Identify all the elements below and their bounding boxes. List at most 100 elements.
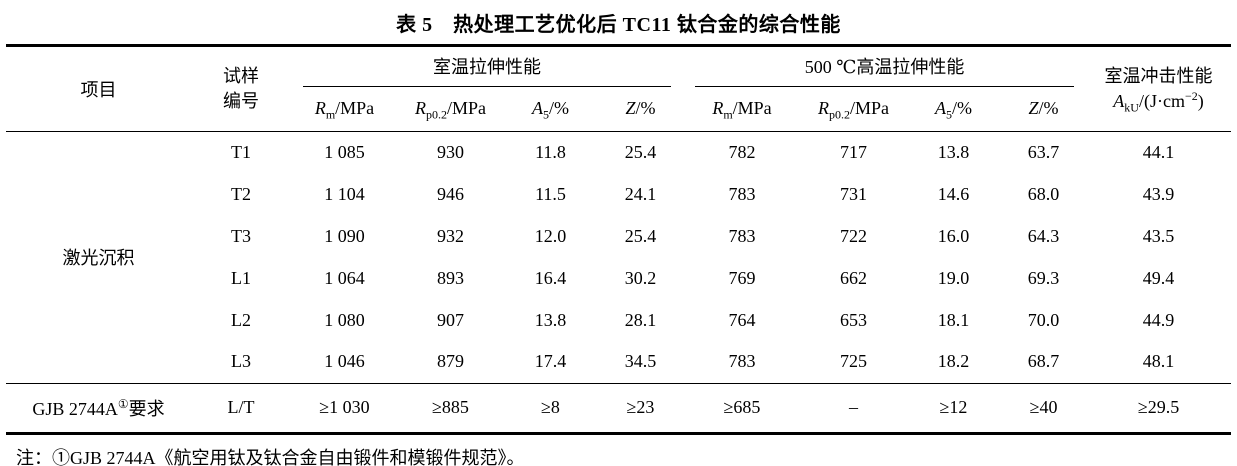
sample-id: L3 (231, 351, 251, 372)
header-sample-line2: 编号 (223, 90, 259, 111)
table-header: 项目 试样 编号 室温拉伸性能 500 ℃高温拉伸性能 室温冲击性能 A (6, 45, 1232, 132)
cell: 1 046 (324, 351, 365, 372)
footnote-marker: ① (117, 396, 129, 411)
table-row: L1 1 064 893 16.4 30.2 769 662 19.0 69.3… (6, 257, 1231, 299)
cell: 1 080 (324, 309, 365, 330)
rm-unit: /MPa (335, 98, 375, 119)
header-room-z: Z/% (598, 87, 683, 132)
rm-symbol: R (712, 98, 724, 119)
cell: 34.5 (624, 351, 657, 372)
header-high-rm: Rm/MPa (683, 87, 801, 132)
header-room-rp02: Rp0.2/MPa (398, 87, 503, 132)
cell: ≥29.5 (1086, 382, 1232, 433)
header-high-rp02: Rp0.2/MPa (801, 87, 906, 132)
cell: 783 (728, 183, 756, 204)
cell: 769 (728, 267, 756, 288)
requirement-row: GJB 2744A①要求 L/T ≥1 030 ≥885 ≥8 ≥23 ≥685… (6, 382, 1232, 433)
header-group-row: 项目 试样 编号 室温拉伸性能 500 ℃高温拉伸性能 室温冲击性能 A (6, 45, 1232, 132)
cell: 48.1 (1142, 351, 1175, 372)
cell: 43.5 (1142, 225, 1175, 246)
properties-table: 项目 试样 编号 室温拉伸性能 500 ℃高温拉伸性能 室温冲击性能 A (6, 44, 1232, 435)
cell: 907 (437, 309, 464, 330)
rm-symbol: R (314, 98, 326, 119)
a5-unit: /% (952, 98, 972, 119)
table-row: 激光沉积 T1 1 085 930 11.8 25.4 782 717 13.8… (6, 131, 1231, 268)
a5-symbol: A (532, 98, 543, 119)
cell: 44.1 (1142, 141, 1175, 162)
rp02-symbol: R (414, 98, 426, 119)
header-group-room-tensile: 室温拉伸性能 (291, 46, 683, 87)
cell: 13.8 (534, 309, 567, 330)
impact-symbol: A (1113, 90, 1125, 111)
cell: 12.0 (534, 225, 567, 246)
sample-id: T3 (231, 225, 251, 246)
requirement-label-suffix: 要求 (128, 398, 165, 419)
rm-unit: /MPa (732, 98, 772, 119)
cell: – (801, 382, 906, 433)
rp02-subscript: p0.2 (425, 107, 447, 122)
rp02-subscript: p0.2 (828, 107, 850, 122)
table-row: L3 1 046 879 17.4 34.5 783 725 18.2 68.7… (6, 341, 1231, 383)
cell: 1 064 (324, 267, 365, 288)
rp02-unit: /MPa (446, 98, 486, 119)
cell: 725 (840, 351, 867, 372)
cell: 68.0 (1027, 183, 1060, 204)
cell: 932 (437, 225, 464, 246)
cell: 1 090 (324, 225, 365, 246)
cell: 653 (840, 309, 867, 330)
cell: ≥885 (398, 382, 503, 433)
cell: 946 (437, 183, 464, 204)
header-high-a5: A5/% (906, 87, 1001, 132)
cell: ≥23 (598, 382, 683, 433)
table-row: L2 1 080 907 13.8 28.1 764 653 18.1 70.0… (6, 299, 1231, 341)
cell: 17.4 (534, 351, 567, 372)
cell: ≥685 (683, 382, 801, 433)
table-title: 表 5 热处理工艺优化后 TC11 钛合金的综合性能 (396, 14, 841, 36)
sample-id: L2 (231, 309, 251, 330)
cell: 70.0 (1027, 309, 1060, 330)
cell: 893 (437, 267, 464, 288)
header-group-high-label: 500 ℃高温拉伸性能 (695, 47, 1075, 87)
a5-subscript: 5 (543, 107, 549, 122)
cell: 18.2 (937, 351, 970, 372)
cell: 16.4 (534, 267, 567, 288)
impact-subscript: kU (1124, 100, 1139, 115)
cell: 25.4 (624, 141, 657, 162)
z-unit: /% (1038, 98, 1059, 119)
cell: 64.3 (1027, 225, 1060, 246)
impact-unit-pre: /(J·cm (1138, 90, 1185, 111)
cell: 783 (728, 225, 756, 246)
impact-unit-sup: −2 (1184, 88, 1198, 103)
cell: 63.7 (1027, 141, 1060, 162)
table-body: 激光沉积 T1 1 085 930 11.8 25.4 782 717 13.8… (6, 131, 1232, 433)
header-room-rm: Rm/MPa (291, 87, 398, 132)
cell: ≥40 (1001, 382, 1087, 433)
cell: 68.7 (1027, 351, 1060, 372)
cell: ≥12 (906, 382, 1001, 433)
a5-unit: /% (549, 98, 569, 119)
header-impact-line1: 室温冲击性能 (1104, 66, 1213, 87)
cell: 49.4 (1142, 267, 1175, 288)
cell: 11.8 (535, 141, 566, 162)
table-footnote: 注：①GJB 2744A《航空用钛及钛合金自由锻件和模锻件规范》。 (16, 447, 525, 466)
header-subcolumn-row: Rm/MPa Rp0.2/MPa A5/% Z/% Rm/MPa Rp0.2/M… (6, 87, 1231, 132)
sample-id: T2 (231, 183, 251, 204)
sample-id: L/T (191, 382, 291, 433)
cell: 11.5 (535, 183, 566, 204)
header-sample-line1: 试样 (223, 66, 259, 87)
cell: 879 (437, 351, 464, 372)
cell: 722 (840, 225, 867, 246)
cell: 1 085 (324, 141, 365, 162)
cell: 930 (437, 141, 464, 162)
sample-id: L1 (231, 267, 251, 288)
cell: 25.4 (624, 225, 657, 246)
cell: 1 104 (324, 183, 365, 204)
header-item: 项目 (6, 45, 191, 132)
cell: 13.8 (937, 141, 970, 162)
z-symbol: Z (625, 98, 636, 119)
header-impact-formula: AkU/(J·cm−2) (1086, 88, 1231, 115)
header-group-room-label: 室温拉伸性能 (303, 47, 671, 87)
cell: 19.0 (937, 267, 970, 288)
requirement-label-text: GJB 2744A (32, 398, 118, 419)
